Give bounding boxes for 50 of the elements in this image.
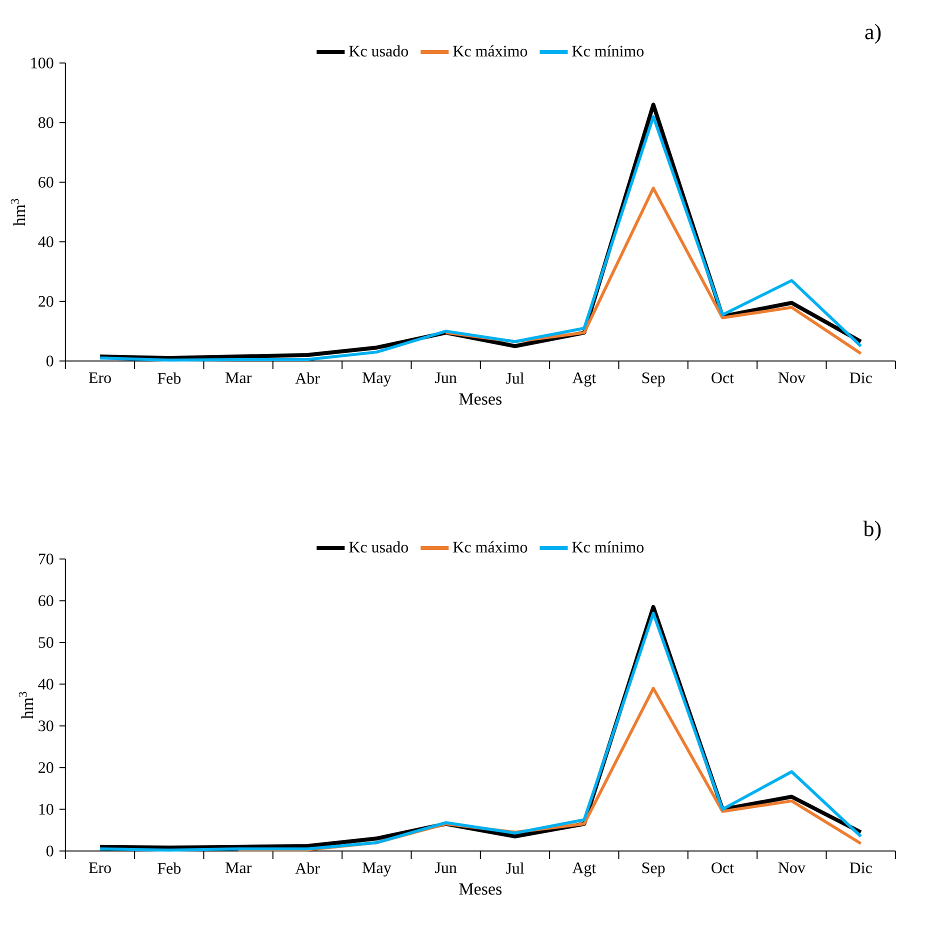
- y-tick-label: 100: [31, 58, 54, 68]
- x-tick-label: May: [362, 372, 392, 386]
- x-tick-label: Sep: [642, 372, 665, 387]
- x-tick-label: Jul: [506, 862, 524, 874]
- y-tick-label: 80: [38, 117, 54, 128]
- y-tick-label: 10: [39, 804, 54, 815]
- x-tick-label: Ero: [88, 862, 111, 874]
- x-tick-label: Abr: [295, 862, 320, 874]
- x-tick-label: Nov: [778, 372, 806, 384]
- y-tick-label: 70: [38, 554, 54, 564]
- x-tick-label: Mar: [225, 862, 252, 874]
- x-axis-title: Meses: [459, 883, 502, 895]
- text: a): [865, 24, 881, 44]
- legend-label: Kc usado: [349, 541, 408, 553]
- legend-label: Kc mínimo: [572, 45, 644, 57]
- x-tick-label: Feb: [158, 372, 181, 384]
- y-tick-label: 60: [38, 595, 54, 606]
- x-tick-label: Agt: [572, 862, 596, 877]
- x-axis-title: Meses: [459, 393, 502, 405]
- x-tick-label: Dic: [850, 372, 872, 384]
- x-tick-label: Jul: [506, 372, 524, 384]
- y-tick-label: 30: [38, 720, 54, 732]
- text: b): [863, 520, 881, 541]
- y-axis-title: hm$^{3}$: [10, 198, 26, 226]
- legend-label: Kc máximo: [453, 45, 528, 57]
- x-tick-label: May: [362, 862, 392, 876]
- x-tick-label: Ero: [88, 372, 111, 384]
- y-tick-label: 50: [38, 637, 54, 648]
- legend-label: Kc mínimo: [572, 541, 644, 553]
- y-tick-label: 40: [38, 678, 54, 690]
- y-tick-label: 60: [38, 176, 54, 188]
- x-tick-label: Abr: [295, 372, 320, 384]
- x-tick-label: Mar: [225, 372, 252, 384]
- y-tick-label: 40: [38, 236, 54, 248]
- x-tick-label: Jun: [435, 862, 457, 874]
- y-tick-label: 0: [46, 846, 54, 856]
- x-tick-label: Sep: [642, 862, 665, 877]
- y-tick-label: 20: [38, 762, 54, 773]
- x-tick-label: Feb: [158, 862, 181, 874]
- x-tick-label: Jun: [435, 372, 457, 384]
- y-axis-title: hm$^{3}$: [18, 692, 34, 719]
- x-tick-label: Nov: [778, 862, 806, 874]
- x-tick-label: Agt: [572, 372, 596, 387]
- x-tick-label: Oct: [712, 862, 734, 874]
- y-tick-label: 20: [38, 296, 54, 307]
- x-tick-label: Dic: [850, 862, 872, 874]
- y-tick-label: 0: [46, 356, 54, 366]
- legend-label: Kc máximo: [453, 541, 528, 553]
- legend-label: Kc usado: [349, 45, 408, 57]
- x-tick-label: Oct: [712, 372, 734, 384]
